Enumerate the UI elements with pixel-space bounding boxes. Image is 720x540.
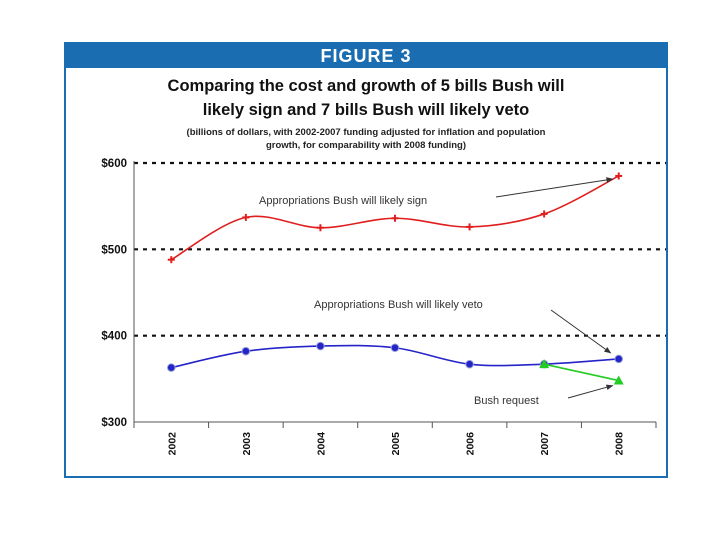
data-point — [316, 341, 325, 351]
series-line — [543, 363, 619, 382]
chart-subtitle: (billions of dollars, with 2002-2007 fun… — [106, 126, 626, 152]
chart-subtitle-line-1: (billions of dollars, with 2002-2007 fun… — [186, 127, 546, 138]
data-point — [166, 363, 176, 372]
line-chart: $300$400$500$600 2002 2003 2004 2005 2006 200… — [101, 158, 666, 456]
chart-title: Comparing the cost and growth of 5 bills… — [66, 74, 666, 122]
axes — [133, 161, 656, 423]
x-tick-label: 2005 — [390, 432, 402, 456]
x-tick-label: 2008 — [614, 432, 626, 456]
data-point — [316, 224, 324, 232]
data-point — [539, 359, 550, 369]
annotation-veto: Appropriations Bush will likely veto — [314, 299, 483, 311]
data-point — [466, 223, 474, 231]
x-axis-ticks: 2002 2003 2004 2005 2006 2007 2008 — [133, 422, 657, 456]
data-point — [465, 359, 474, 369]
y-tick-label: $500 — [101, 244, 127, 256]
annotations: Appropriations Bush will likely sign App… — [259, 177, 614, 407]
data-point — [615, 172, 623, 180]
chart-title-line-2: likely sign and 7 bills Bush will likely… — [202, 101, 530, 119]
data-point — [242, 213, 250, 221]
y-tick-label: $400 — [101, 331, 127, 343]
data-point — [391, 214, 399, 222]
x-tick-label: 2004 — [315, 432, 327, 456]
gridlines — [134, 161, 666, 337]
series-layer — [166, 172, 624, 385]
figure-frame: FIGURE 3 Comparing the cost and growth o… — [64, 42, 668, 478]
arrow-sign — [495, 177, 614, 198]
data-point — [613, 375, 624, 385]
arrow-veto — [550, 309, 612, 354]
data-point — [614, 354, 624, 364]
x-tick-label: 2007 — [539, 432, 551, 456]
annotation-sign: Appropriations Bush will likely sign — [259, 195, 427, 207]
x-tick-label: 2003 — [241, 432, 253, 456]
annotation-request: Bush request — [474, 395, 539, 407]
data-point — [540, 210, 548, 218]
series-2 — [539, 359, 624, 385]
chart-title-line-1: Comparing the cost and growth of 5 bills… — [167, 77, 565, 95]
data-point — [167, 256, 175, 264]
x-tick-label: 2006 — [465, 432, 477, 456]
series-0 — [167, 172, 623, 264]
y-tick-label: $300 — [101, 417, 127, 429]
data-point — [390, 343, 400, 353]
y-tick-label: $600 — [101, 158, 127, 170]
data-point — [241, 346, 251, 356]
arrow-request — [567, 384, 614, 399]
figure-label: FIGURE 3 — [66, 44, 666, 68]
y-axis-ticks: $300 $400 $500 $600 — [101, 158, 127, 429]
x-tick-label: 2002 — [166, 432, 178, 456]
chart-subtitle-line-2: growth, for comparability with 2008 fund… — [265, 140, 467, 151]
